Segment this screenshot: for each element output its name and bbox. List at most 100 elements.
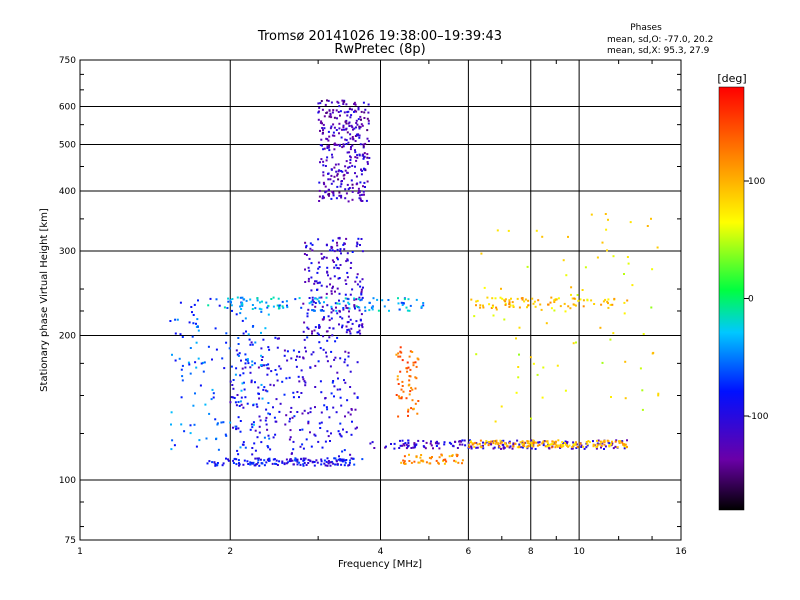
data-point bbox=[237, 401, 240, 403]
data-point bbox=[343, 248, 346, 251]
data-point bbox=[170, 411, 173, 414]
data-point bbox=[338, 277, 341, 279]
data-point bbox=[415, 298, 418, 301]
data-point bbox=[346, 276, 349, 279]
data-point bbox=[414, 387, 417, 390]
data-point bbox=[623, 273, 625, 275]
data-point bbox=[320, 421, 323, 424]
data-point bbox=[304, 457, 307, 460]
data-point bbox=[221, 464, 224, 467]
data-point bbox=[607, 441, 610, 444]
data-point bbox=[533, 300, 536, 303]
data-point bbox=[244, 317, 247, 320]
data-point bbox=[258, 307, 261, 310]
data-point bbox=[327, 178, 330, 181]
data-point bbox=[358, 296, 361, 299]
data-point bbox=[325, 292, 328, 295]
data-point bbox=[326, 339, 329, 342]
data-point bbox=[351, 420, 353, 423]
data-point bbox=[354, 408, 357, 411]
data-point bbox=[330, 307, 333, 310]
data-point bbox=[422, 460, 425, 463]
data-point bbox=[521, 298, 524, 301]
data-point bbox=[329, 127, 332, 130]
data-point bbox=[393, 447, 396, 450]
data-point bbox=[263, 436, 266, 439]
data-point bbox=[314, 305, 317, 308]
data-point bbox=[574, 442, 577, 445]
data-point bbox=[407, 442, 410, 444]
data-point bbox=[235, 458, 238, 461]
data-point bbox=[461, 462, 463, 465]
data-point bbox=[424, 447, 427, 450]
data-point bbox=[267, 402, 270, 404]
data-point bbox=[199, 384, 202, 387]
data-point bbox=[600, 444, 603, 447]
data-point bbox=[357, 298, 360, 301]
x-tick-label: 8 bbox=[528, 547, 534, 557]
data-point bbox=[332, 285, 334, 288]
data-point bbox=[397, 297, 399, 300]
data-point bbox=[581, 289, 584, 291]
data-point bbox=[358, 306, 361, 309]
data-point bbox=[248, 338, 251, 341]
data-point bbox=[399, 370, 402, 373]
data-point bbox=[336, 244, 339, 247]
data-point bbox=[241, 367, 244, 370]
data-point bbox=[504, 443, 507, 446]
data-point bbox=[346, 271, 349, 274]
data-point bbox=[281, 461, 284, 464]
data-point bbox=[308, 302, 311, 305]
data-point bbox=[526, 306, 528, 309]
data-point bbox=[338, 292, 341, 295]
data-point bbox=[262, 388, 265, 391]
data-point bbox=[435, 459, 438, 462]
data-point bbox=[309, 431, 311, 434]
data-point bbox=[345, 192, 348, 195]
data-point bbox=[410, 461, 413, 464]
data-point bbox=[340, 194, 343, 197]
data-point bbox=[232, 379, 235, 381]
data-point bbox=[408, 379, 411, 382]
data-point bbox=[227, 300, 230, 303]
data-point bbox=[350, 327, 353, 330]
data-point bbox=[314, 434, 317, 437]
data-point bbox=[343, 464, 346, 467]
data-point bbox=[338, 299, 340, 302]
data-point bbox=[420, 305, 423, 308]
data-point bbox=[214, 464, 217, 467]
data-point bbox=[333, 134, 336, 137]
data-point bbox=[504, 302, 507, 305]
data-point bbox=[345, 139, 348, 142]
data-point bbox=[624, 397, 627, 400]
data-point bbox=[482, 447, 485, 450]
data-point bbox=[297, 375, 300, 378]
data-point bbox=[356, 241, 359, 244]
data-point bbox=[402, 459, 405, 462]
data-point bbox=[525, 446, 528, 449]
data-point bbox=[310, 445, 313, 448]
data-point bbox=[585, 441, 588, 443]
data-point bbox=[239, 296, 242, 299]
data-point bbox=[272, 406, 274, 409]
data-point bbox=[497, 442, 500, 445]
data-point bbox=[278, 460, 281, 463]
data-point bbox=[326, 266, 329, 269]
data-point bbox=[318, 281, 321, 284]
data-point bbox=[331, 249, 334, 252]
data-point bbox=[252, 404, 255, 407]
data-point bbox=[345, 459, 348, 461]
data-point bbox=[298, 396, 300, 399]
data-point bbox=[174, 318, 177, 321]
data-point bbox=[316, 288, 318, 291]
data-point bbox=[357, 133, 360, 136]
data-point bbox=[623, 312, 626, 315]
data-point bbox=[372, 297, 375, 300]
data-point bbox=[320, 252, 323, 255]
data-point bbox=[369, 442, 372, 445]
data-point bbox=[474, 441, 477, 444]
data-point bbox=[445, 460, 448, 463]
data-point bbox=[334, 143, 337, 146]
data-point bbox=[468, 446, 471, 449]
data-point bbox=[606, 300, 609, 303]
